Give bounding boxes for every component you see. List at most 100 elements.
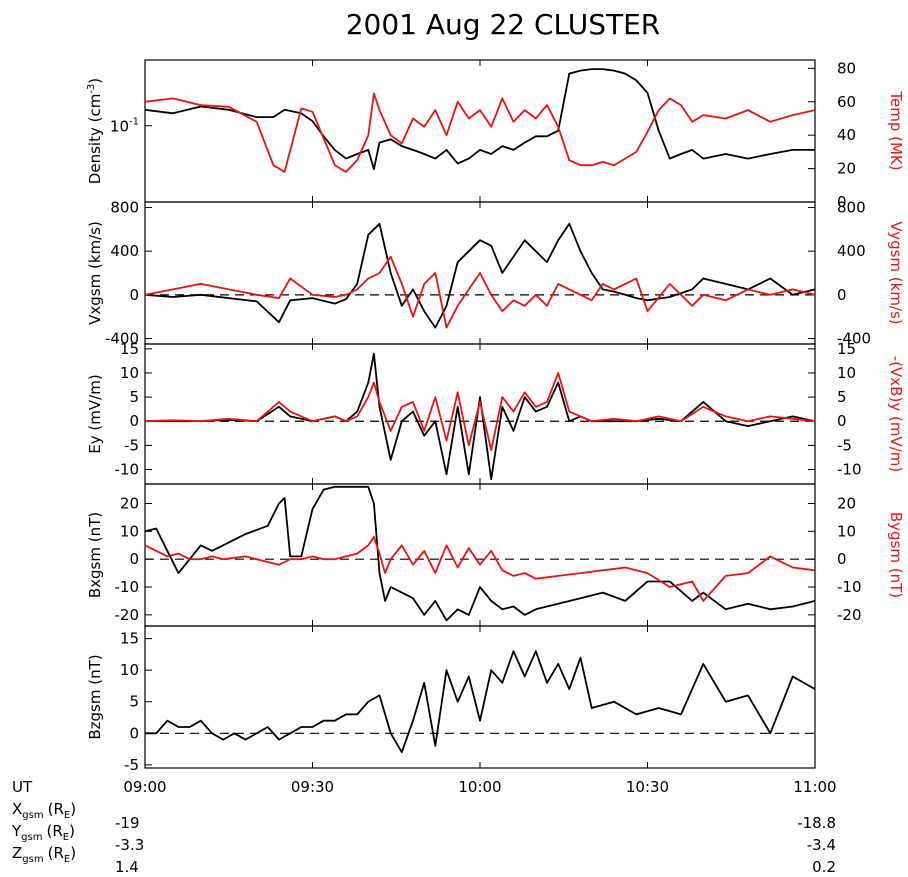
- y-tick-label-right: 400: [837, 242, 866, 260]
- y-tick-label-left: -5: [124, 756, 139, 774]
- series-line-bz-primary: [145, 650, 816, 754]
- y-tick-label-left: -10: [115, 461, 140, 479]
- orbit-label-unit-end: ): [70, 844, 76, 862]
- y-axis-title-left-end: ): [86, 78, 104, 84]
- y-tick-label-left: 10-1: [110, 117, 139, 136]
- y-tick-label-right: -20: [837, 606, 862, 624]
- y-tick-label-left: 0: [129, 412, 139, 430]
- y-tick-label-right: 0: [837, 550, 847, 568]
- y-axis-title-left: Bxgsm (nT): [86, 512, 104, 598]
- ut-label: UT: [12, 778, 33, 796]
- x-tick-label: 11:00: [793, 778, 836, 796]
- y-tick-label-right: 60: [837, 93, 856, 111]
- panel-frame: [144, 483, 816, 627]
- y-tick-label-left: -5: [124, 436, 139, 454]
- y-tick-label-right: 5: [837, 388, 847, 406]
- y-tick-label-right: -10: [837, 578, 862, 596]
- chart-title: 2001 Aug 22 CLUSTER: [346, 8, 661, 41]
- orbit-label-unit-end: ): [69, 822, 75, 840]
- y-tick-label-left: 0: [129, 550, 139, 568]
- x-tick-label: 10:30: [626, 778, 669, 796]
- x-tick-label: 10:00: [458, 778, 501, 796]
- y-axis-title-right: Vygsm (km/s): [887, 221, 905, 324]
- y-tick-label-left: 10: [120, 522, 139, 540]
- y-tick-label-left: -10: [115, 578, 140, 596]
- orbit-end-value: 0.2: [812, 858, 836, 876]
- orbit-start-value: 1.4: [115, 858, 139, 876]
- y-tick-label-right: 15: [837, 340, 856, 358]
- y-tick-label-right: 800: [837, 198, 866, 216]
- y-tick-label-left: 10: [120, 661, 139, 679]
- y-axis-title-left-sup: -3: [86, 84, 97, 94]
- orbit-end-value: -18.8: [797, 814, 836, 832]
- y-tick-label-left: 5: [129, 388, 139, 406]
- orbit-label-unit: (R: [48, 844, 64, 862]
- series-line-velocity-primary: [144, 222, 816, 329]
- orbit-label-sub: gsm: [21, 832, 42, 843]
- orbit-label: Ygsm (RE): [11, 822, 75, 843]
- y-axis-title-left: Bzgsm (nT): [86, 654, 104, 739]
- panel-bz: -5 0 5 10 15 Bzgsm (nT): [86, 625, 816, 774]
- orbit-label-sub: gsm: [22, 810, 43, 821]
- y-tick-label-left-exp: -1: [129, 117, 139, 128]
- x-tick-label: 09:00: [123, 778, 166, 796]
- series-line-bx-secondary: [144, 536, 816, 602]
- y-tick-label-right: 20: [837, 494, 856, 512]
- y-axis-title-left: Vxgsm (km/s): [86, 221, 104, 325]
- orbit-label-unit-sub: E: [63, 832, 69, 843]
- orbit-end-value: -3.4: [807, 836, 836, 854]
- x-tick-label: 09:30: [291, 778, 334, 796]
- y-tick-label-right: 10: [837, 364, 856, 382]
- panel-frame: [144, 59, 816, 203]
- y-tick-label-right: 0: [837, 193, 847, 211]
- series-line-efield-secondary: [144, 372, 816, 452]
- y-tick-label-left: -400: [105, 330, 139, 348]
- y-tick-label-right: -10: [837, 461, 862, 479]
- y-tick-label-left: 15: [120, 630, 139, 648]
- y-axis-title-right: -(VxB)y (mV/m): [887, 356, 905, 472]
- y-tick-label-right: 0: [837, 412, 847, 430]
- y-axis-title-right: Bygsm (nT): [887, 512, 905, 598]
- orbit-label-unit-end: ): [70, 800, 76, 818]
- orbit-label: Xgsm (RE): [12, 800, 76, 821]
- y-tick-label-right: 40: [837, 126, 856, 144]
- y-tick-label-left: 0: [129, 724, 139, 742]
- y-tick-label-right: -400: [837, 330, 871, 348]
- series-line-density-secondary: [144, 92, 816, 173]
- y-tick-label-right: 10: [837, 522, 856, 540]
- y-tick-label-right: 0: [837, 286, 847, 304]
- orbit-start-value: -3.3: [115, 836, 144, 854]
- series-line-efield-primary: [145, 352, 816, 481]
- series-line-bx-primary: [144, 485, 816, 622]
- y-tick-label-left: 800: [110, 198, 139, 216]
- y-tick-label-left: 15: [120, 340, 139, 358]
- y-tick-label-left: 400: [110, 242, 139, 260]
- panel-efield: -10 -5 0 5 10 15 -10 -5 0 5 10 15 Ey (mV/m) -(VxB)y (…: [86, 340, 905, 485]
- y-tick-label-left: 20: [120, 494, 139, 512]
- panel-density: 10-1 0 20 40 60 80 Density (cm-3) Temp (MK): [86, 59, 905, 211]
- y-axis-title-left: Ey (mV/m): [86, 374, 104, 453]
- orbit-label-sub: gsm: [22, 854, 43, 865]
- y-tick-label-left: 0: [129, 286, 139, 304]
- y-tick-label-right: 80: [837, 59, 856, 77]
- y-tick-label-right: 20: [837, 160, 856, 178]
- y-tick-label-left: 5: [129, 693, 139, 711]
- orbit-start-value: -19: [115, 814, 140, 832]
- orbit-label-unit: (R: [48, 800, 64, 818]
- orbit-label-unit-sub: E: [64, 854, 70, 865]
- panel-frame: [144, 625, 816, 769]
- y-tick-label-right: -5: [837, 436, 852, 454]
- y-axis-title-left: Density (cm-3): [86, 78, 104, 184]
- orbit-label-unit-sub: E: [64, 810, 70, 821]
- orbit-label-unit: (R: [46, 822, 62, 840]
- series-line-velocity-secondary: [144, 255, 816, 329]
- orbit-label: Zgsm (RE): [12, 844, 76, 865]
- y-tick-label-left: -20: [115, 606, 140, 624]
- y-axis-title-right: Temp (MK): [887, 90, 905, 170]
- y-tick-label-left: 10: [120, 364, 139, 382]
- panel-frame: [144, 343, 816, 485]
- panel-velocity: -400 0 400 800 -400 0 400 800 Vxgsm (km/s) Vygsm …: [86, 198, 905, 347]
- series-line-density-primary: [144, 68, 815, 170]
- panel-bx: -20 -10 0 10 20 -20 -10 0 10 20 Bxgsm (nT) Bygsm (n…: [86, 483, 905, 627]
